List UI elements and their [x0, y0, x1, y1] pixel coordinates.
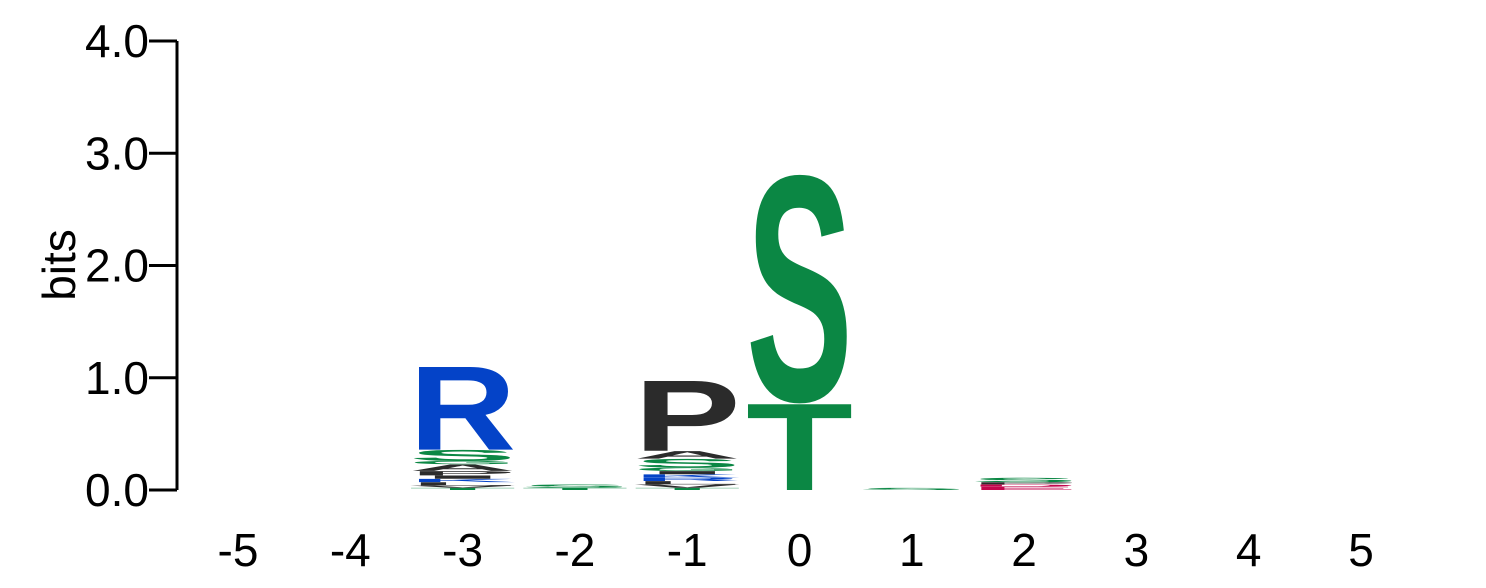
logo-letter-T: T	[521, 487, 628, 490]
logo-letter-I: I	[634, 470, 741, 475]
x-tick-label: 5	[1348, 524, 1374, 576]
logo-letter-I: I	[409, 475, 516, 480]
logo-letter-V: V	[409, 485, 516, 488]
logo-letter-A: A	[409, 463, 516, 473]
logo-letter-R: R	[409, 341, 516, 475]
y-axis: 0.0 1.0 2.0 3.0 4.0	[85, 15, 179, 516]
y-tick-label: 2.0	[85, 240, 149, 292]
x-tick-label: 0	[787, 524, 813, 576]
y-tick-label: 4.0	[85, 15, 149, 67]
x-tick-label: -3	[442, 524, 483, 576]
logo-letter-T: T	[634, 487, 741, 490]
x-tick-label: -2	[554, 524, 595, 576]
x-tick-label: 2	[1011, 524, 1037, 576]
y-axis-label: bits	[33, 229, 85, 301]
logo-letter-R: R	[634, 477, 741, 482]
y-tick-label: 0.0	[85, 464, 149, 516]
logo-letter-S: S	[858, 487, 965, 490]
logo-letter-L: L	[409, 481, 516, 486]
logo-letter-A: A	[634, 449, 741, 461]
logo-letter-E: E	[971, 486, 1078, 491]
logo-letter-D: D	[971, 484, 1078, 487]
logo-letter-K: K	[634, 473, 741, 478]
logo-letter-V: V	[634, 484, 741, 489]
logo-letter-T: T	[746, 378, 853, 517]
x-tick-label: -5	[218, 524, 259, 576]
logo-letter-S: S	[746, 109, 853, 470]
x-tick-label: -4	[330, 524, 371, 576]
logo-letter-P: P	[971, 482, 1078, 485]
y-tick-label: 1.0	[85, 352, 149, 404]
logo-letter-G: G	[409, 460, 516, 465]
logo-letter-P: P	[409, 470, 516, 477]
logo-letter-K: K	[409, 478, 516, 483]
y-tick-label: 3.0	[85, 127, 149, 179]
logo-letter-G: G	[634, 467, 741, 472]
logo-letter-T: T	[409, 487, 516, 490]
logo-letter-S: S	[971, 477, 1078, 484]
logo-letter-S: S	[634, 456, 741, 470]
logo-letter-S: S	[409, 447, 516, 464]
x-tick-label: 4	[1236, 524, 1262, 576]
logo-letter-P: P	[634, 360, 741, 473]
x-tick-label: -1	[667, 524, 708, 576]
x-tick-label: 1	[899, 524, 925, 576]
logo-letter-L: L	[634, 480, 741, 485]
x-axis-tick-labels: -5 -4 -3 -2 -1 0 1 2 3 4 5	[218, 524, 1374, 576]
logo-letter-S: S	[521, 484, 628, 489]
x-tick-label: 3	[1124, 524, 1150, 576]
